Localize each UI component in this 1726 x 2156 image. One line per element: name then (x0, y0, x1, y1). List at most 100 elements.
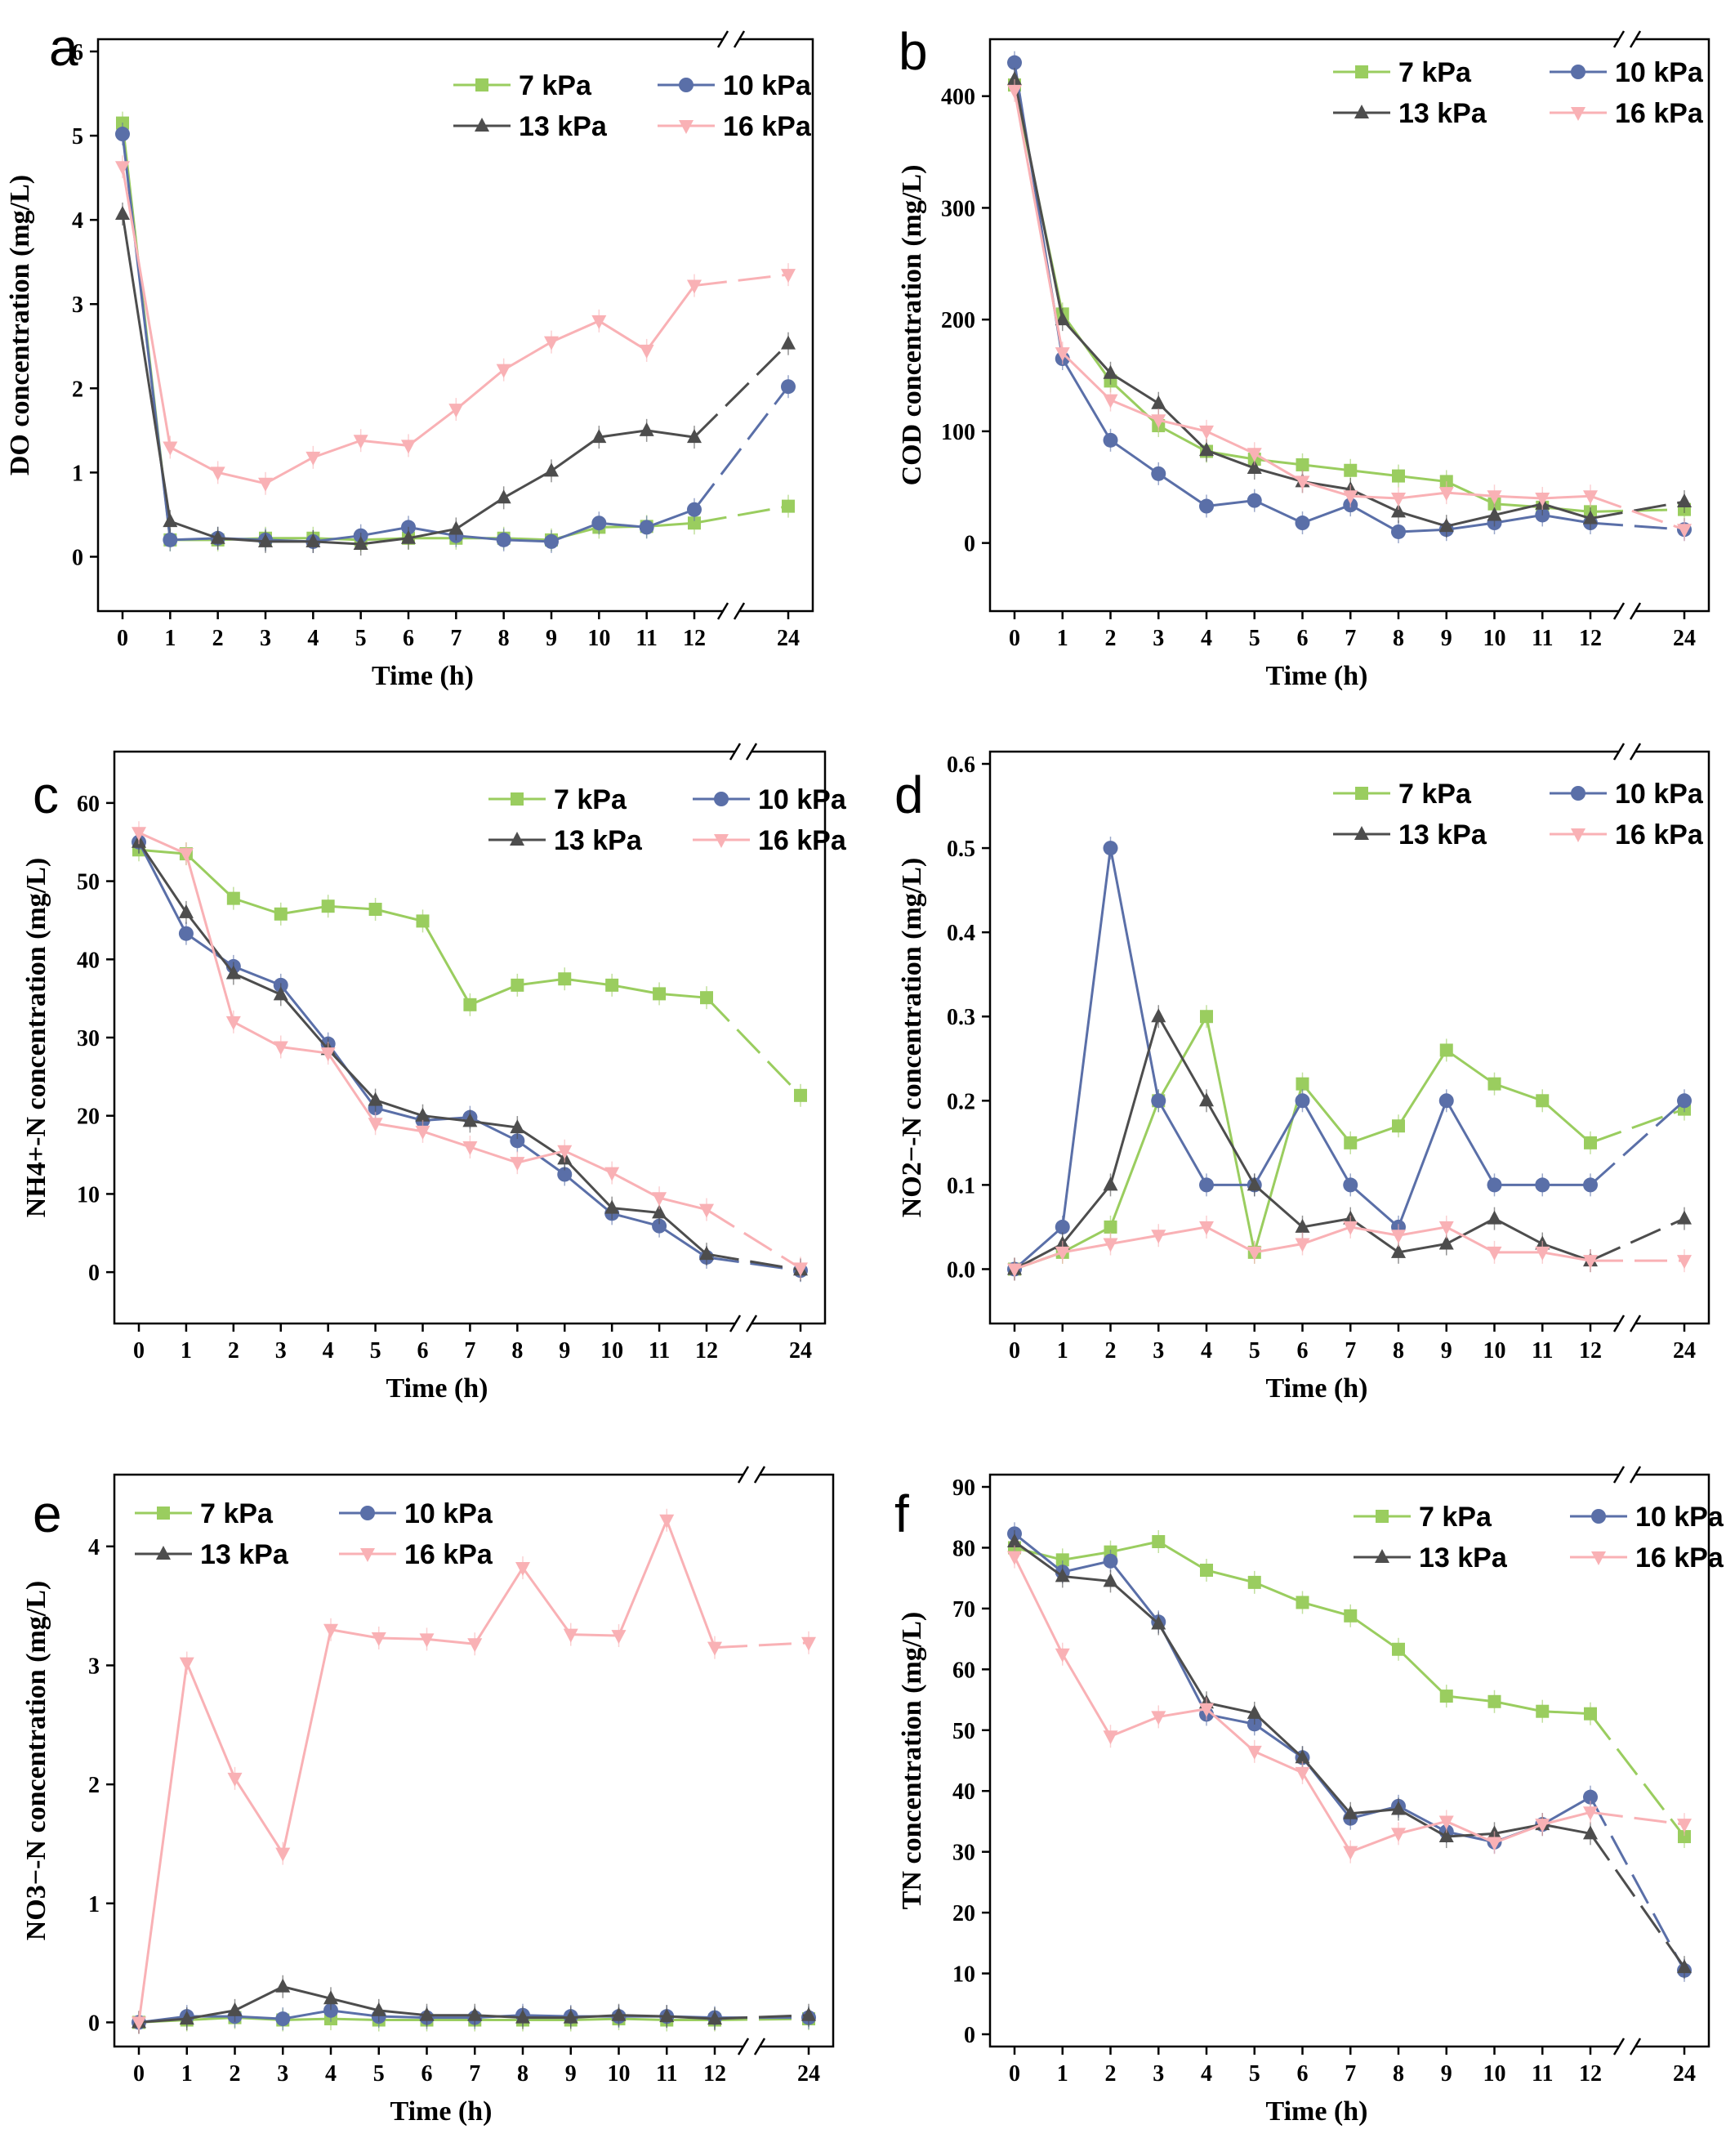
y-tick-label: 60 (77, 792, 100, 817)
y-tick-label: 20 (952, 1901, 975, 1926)
series-line-10-kPa (137, 841, 707, 1259)
x-tick-label: 1 (1057, 626, 1068, 651)
data-point (1152, 1535, 1166, 1548)
x-tick-label: 10 (587, 626, 610, 651)
x-tick-label: 0 (1009, 626, 1020, 651)
x-tick-label: 7 (450, 626, 462, 651)
data-point (1247, 460, 1262, 475)
y-tick-label: 300 (941, 196, 975, 221)
legend-label: 10 kPa (404, 1498, 493, 1529)
legend-marker (1354, 105, 1369, 118)
data-point (115, 127, 130, 142)
data-point (1438, 1093, 1454, 1109)
data-point (401, 529, 416, 544)
axis-break-slash (1629, 1466, 1642, 1484)
data-point (793, 1262, 808, 1277)
x-tick-label: 1 (164, 626, 176, 651)
data-point (1583, 1806, 1598, 1821)
series-break-line (1590, 521, 1685, 531)
x-tick-label: 7 (1345, 1338, 1356, 1364)
data-point (371, 2002, 386, 2016)
axis-break-slash (1612, 743, 1626, 761)
x-tick-label: 1 (181, 1338, 192, 1364)
series-break-line (1590, 1108, 1685, 1145)
data-point (1487, 1694, 1501, 1708)
data-point (544, 533, 559, 549)
axis-break-slash (729, 1315, 742, 1332)
y-tick-label: 50 (77, 870, 100, 895)
axis-break-bottom (723, 608, 739, 614)
series-break-line (693, 342, 790, 439)
legend-label: 16 kPa (1635, 1542, 1724, 1573)
data-point (1103, 1238, 1118, 1252)
data-point (1055, 1246, 1070, 1261)
series-break-line (714, 2017, 809, 2022)
data-point (659, 2008, 675, 2023)
data-point (448, 404, 464, 418)
x-tick-label: 2 (212, 626, 224, 651)
data-point (1199, 1177, 1214, 1193)
data-point (611, 1630, 627, 1645)
axis-break-slash (716, 602, 729, 620)
y-tick-label: 20 (77, 1105, 100, 1130)
y-tick-label: 0.1 (947, 1173, 975, 1199)
x-tick-label: 1 (181, 2061, 193, 2087)
series-break-line (1590, 1217, 1685, 1262)
data-point (1199, 1703, 1214, 1717)
x-tick-label: 3 (260, 626, 271, 651)
legend-marker (1376, 1510, 1389, 1523)
data-point (1677, 1819, 1692, 1833)
x-tick-label: 4 (325, 2061, 337, 2087)
y-tick-label: 2 (88, 1773, 100, 1798)
data-point (275, 1847, 291, 1862)
data-point (1151, 1230, 1166, 1244)
y-tick-label: 100 (941, 420, 975, 445)
data-point (1584, 1707, 1597, 1721)
x-tick-label: 10 (1483, 2061, 1506, 2087)
panel-letter: d (894, 766, 924, 824)
series-break-line (706, 1256, 801, 1272)
legend-label: 10 kPa (723, 70, 812, 101)
x-tick-label: 24 (797, 2061, 820, 2087)
legend: 7 kPa 10 kPa 13 kPa 16 kPa (1333, 779, 1704, 850)
data-point (1296, 458, 1309, 471)
axis-break-slash (753, 1466, 766, 1484)
plot-frame (988, 38, 1710, 613)
data-point (1247, 493, 1262, 508)
x-tick-label: 2 (228, 1338, 239, 1364)
legend-label: 13 kPa (1398, 819, 1487, 850)
panel-letter: b (899, 22, 928, 81)
data-point (179, 1657, 194, 1672)
data-point (353, 435, 368, 449)
legend-marker (1571, 65, 1586, 79)
data-point (227, 1772, 243, 1787)
x-axis-title: Time (h) (386, 1373, 488, 1404)
series-break-line (706, 1252, 801, 1271)
y-tick-label: 4 (72, 208, 83, 234)
data-point (1055, 1553, 1069, 1567)
x-tick-label: 4 (1201, 1338, 1212, 1364)
y-tick-label: 0.3 (947, 1005, 975, 1030)
legend-marker (475, 118, 489, 132)
data-point (1296, 1077, 1309, 1091)
data-point (1583, 1255, 1598, 1270)
data-point (1007, 71, 1022, 86)
y-tick-label: 0.2 (947, 1089, 975, 1114)
series-break-line (714, 1641, 809, 1649)
legend: 7 kPa 10 kPa 13 kPa 16 kPa (453, 70, 812, 142)
series-break-line (1590, 494, 1685, 531)
data-point (515, 2009, 530, 2024)
x-tick-label: 6 (1297, 2061, 1309, 2087)
data-point (132, 2016, 146, 2031)
data-point (1391, 492, 1406, 507)
y-tick-label: 10 (952, 1962, 975, 1988)
series-line-16-kPa (1013, 90, 1591, 500)
y-tick-label: 0 (88, 1261, 100, 1286)
data-point (1151, 414, 1166, 429)
data-point (1151, 1711, 1166, 1725)
data-point (1151, 1008, 1166, 1023)
x-tick-label: 11 (649, 1338, 670, 1364)
x-tick-label: 1 (1057, 1338, 1068, 1364)
